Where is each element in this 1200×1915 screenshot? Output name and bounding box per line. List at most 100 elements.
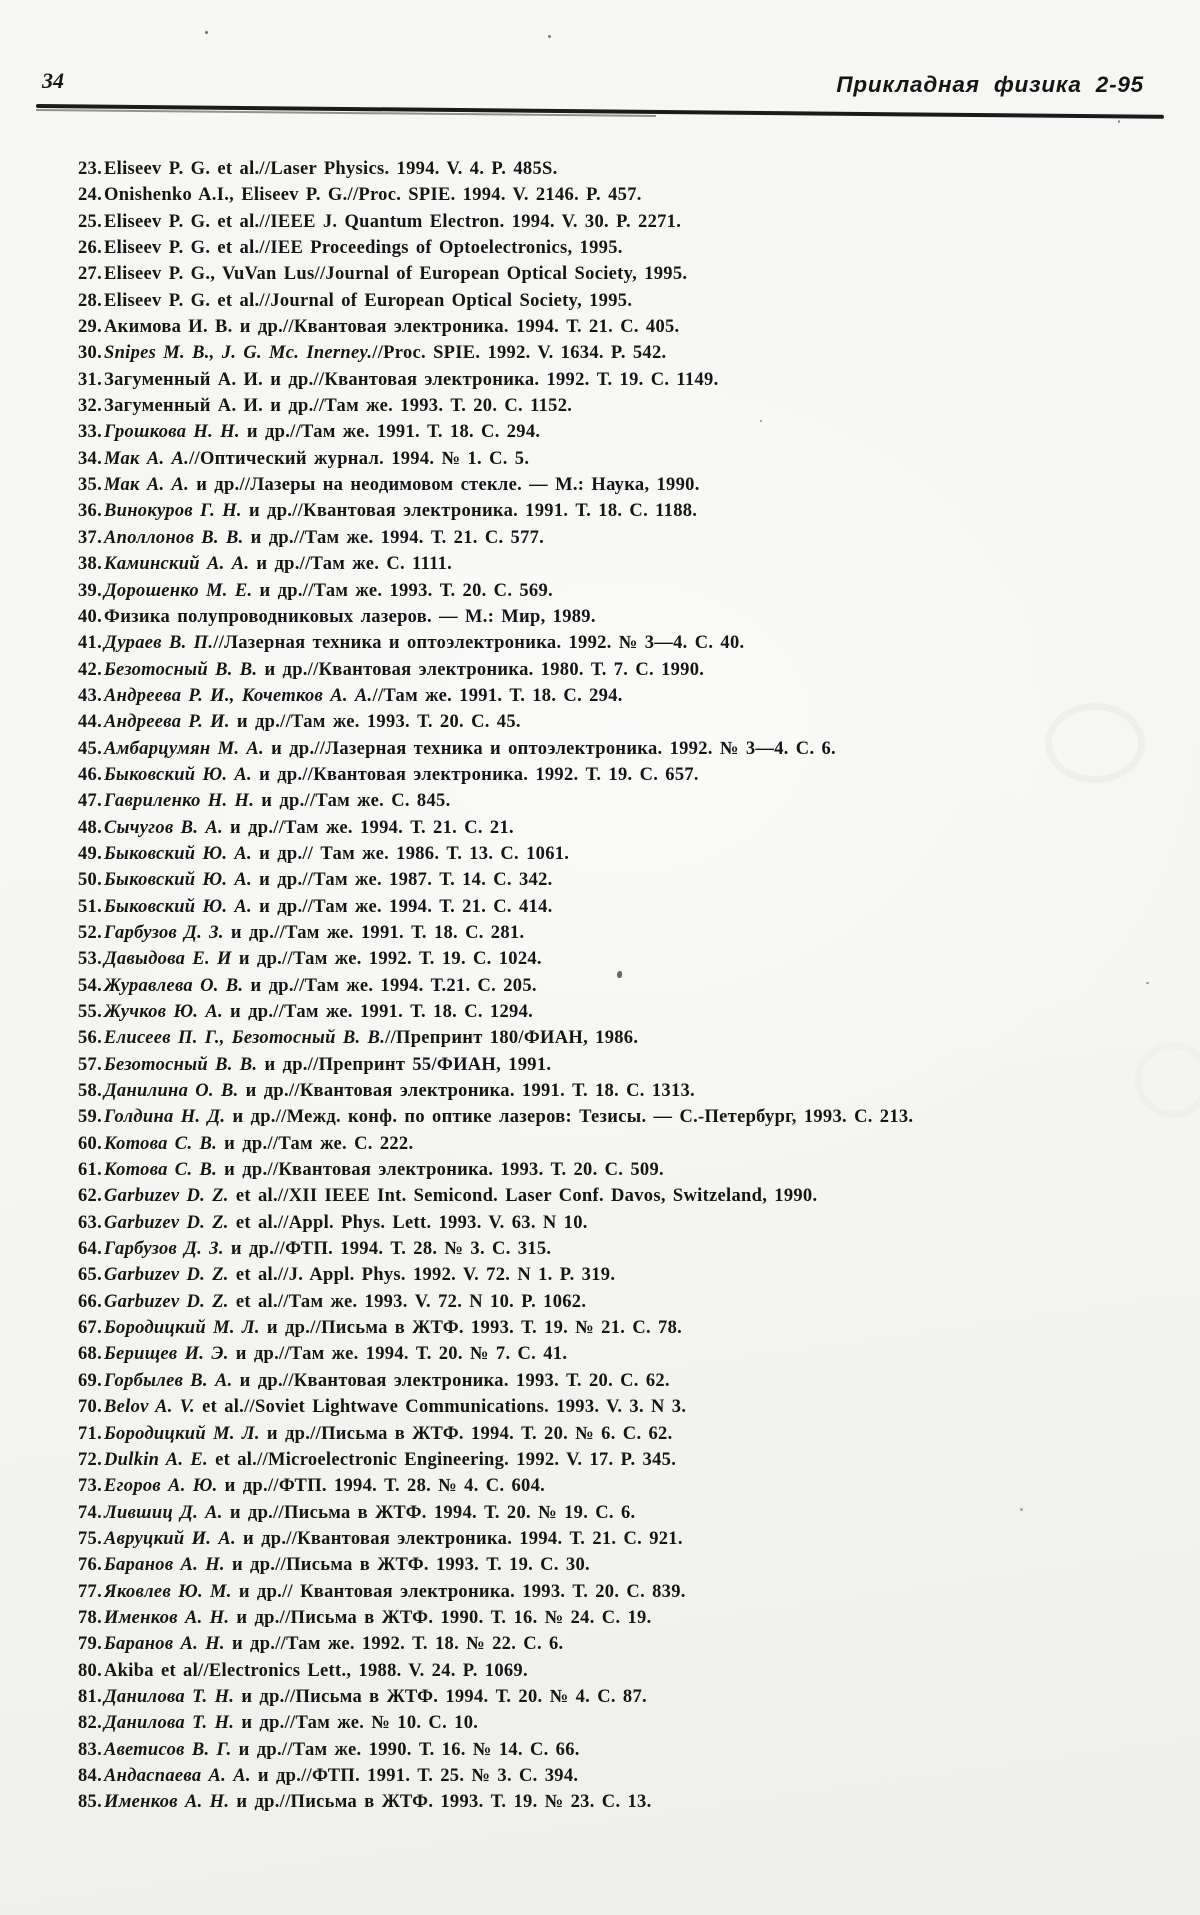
reference-text: et al.//XII IEEE Int. Semicond. Laser Co… <box>228 1186 818 1207</box>
reference-text: и др.//Там же. С. 1111. <box>249 554 453 575</box>
reference-text: et al.//Appl. Phys. Lett. 1993. V. 63. N… <box>228 1212 588 1233</box>
reference-number: 70. <box>78 1397 103 1418</box>
reference-number: 84. <box>78 1765 103 1786</box>
reference-author: Гавриленко Н. Н. <box>104 791 255 812</box>
reference-author: Akiba <box>104 1660 154 1681</box>
reference-text: и др.//Письма в ЖТФ. 1993. Т. 19. № 21. … <box>259 1318 683 1339</box>
reference-text: и др.// Квантовая электроника. 1993. Т. … <box>231 1581 686 1602</box>
reference-author: Безотосный В. В. <box>104 659 258 680</box>
reference-author: Берищев И. Э. <box>104 1344 229 1365</box>
reference-number: 85. <box>78 1792 103 1813</box>
reference-text: //Препринт 180/ФИАН, 1986. <box>385 1028 639 1049</box>
reference-text: //Proc. SPIE. 1994. V. 2146. P. 457. <box>347 185 642 206</box>
reference-text: //Journal of European Optical Society, 1… <box>314 264 688 285</box>
reference-text: и др.//Межд. конф. по оптике лазеров: Те… <box>225 1107 914 1128</box>
reference-item: 34. Мак А. А.//Оптический журнал. 1994. №… <box>78 446 1188 472</box>
reference-number: 82. <box>78 1713 103 1734</box>
reference-author: Бородицкий М. Л. <box>104 1423 260 1444</box>
reference-author: Eliseev P. G. <box>104 290 211 311</box>
reference-item: 45. Амбарцумян М. А. и др.//Лазерная техн… <box>78 736 1188 762</box>
reference-number: 78. <box>78 1607 103 1628</box>
reference-item: 25. Eliseev P. G. et al.//IEEE J. Quantum… <box>78 209 1188 235</box>
reference-item: 61. Котова С. В. и др.//Квантовая электро… <box>78 1157 1188 1183</box>
reference-author: Безотосный В. В. <box>104 1054 258 1075</box>
reference-number: 64. <box>78 1239 103 1260</box>
scan-speck <box>205 31 208 34</box>
reference-author: Сычугов В. А. <box>104 817 223 838</box>
reference-number: 52. <box>78 922 103 943</box>
reference-author: Грошкова Н. Н. <box>104 422 240 443</box>
reference-item: 76. Баранов А. Н. и др.//Письма в ЖТФ. 19… <box>78 1552 1188 1578</box>
reference-item: 32. Загуменный А. И. и др.//Там же. 1993.… <box>78 393 1188 419</box>
reference-author: Каминский А. А. <box>104 554 250 575</box>
reference-number: 56. <box>78 1028 103 1049</box>
scan-smudge <box>1045 703 1145 783</box>
reference-number: 59. <box>78 1107 103 1128</box>
reference-text: et al.//Там же. 1993. V. 72. N 10. P. 10… <box>228 1291 587 1312</box>
reference-text: и др.//Лазеры на неодимовом стекле. — М.… <box>189 475 700 496</box>
reference-text: и др.//Там же. 1993. Т. 20. С. 569. <box>252 580 553 601</box>
reference-author: Горбылев В. А. <box>104 1370 233 1391</box>
reference-text: и др.//Письма в ЖТФ. 1990. Т. 16. № 24. … <box>229 1607 652 1628</box>
reference-number: 39. <box>78 580 103 601</box>
reference-text: и др.//Квантовая электроника. 1993. Т. 2… <box>217 1160 664 1181</box>
reference-author: Eliseev P. G., VuVan Lus <box>104 264 315 285</box>
reference-text: et al.//IEE Proceedings of Optoelectroni… <box>210 238 623 259</box>
reference-author: Аветисов В. Г. <box>104 1739 232 1760</box>
reference-text: et al.//Laser Physics. 1994. V. 4. P. 48… <box>210 159 558 179</box>
reference-text: и др.//Препринт 55/ФИАН, 1991. <box>257 1054 552 1075</box>
reference-item: 74. Лившиц Д. А. и др.//Письма в ЖТФ. 199… <box>78 1500 1188 1526</box>
reference-number: 51. <box>78 896 103 917</box>
reference-number: 65. <box>78 1265 103 1286</box>
reference-number: 41. <box>78 633 103 654</box>
reference-number: 30. <box>78 343 103 364</box>
reference-text: и др.//Письма в ЖТФ. 1994. Т. 20. № 4. С… <box>234 1686 647 1707</box>
reference-text: et al.//Microelectronic Engineering. 199… <box>207 1449 677 1470</box>
reference-number: 58. <box>78 1081 103 1102</box>
reference-item: 80. Akiba et al//Electronics Lett., 1988.… <box>78 1658 1188 1684</box>
reference-text: и др.//Там же. 1991. Т. 18. С. 294. <box>239 422 541 443</box>
reference-author: Журавлева О. В. <box>104 975 244 996</box>
reference-item: 44. Андреева Р. И. и др.//Там же. 1993. Т… <box>78 709 1188 735</box>
reference-number: 25. <box>78 211 103 232</box>
reference-number: 62. <box>78 1186 103 1207</box>
reference-text: и др.//Там же. С. 845. <box>254 791 451 812</box>
reference-text: //Proc. SPIE. 1992. V. 1634. P. 542. <box>372 343 667 364</box>
reference-number: 34. <box>78 448 103 469</box>
reference-text: и др.//Там же. С. 222. <box>217 1133 414 1154</box>
reference-number: 28. <box>78 290 103 311</box>
reference-item: 28. Eliseev P. G. et al.//Journal of Euro… <box>78 288 1188 314</box>
reference-text: и др.//Там же. № 10. С. 10. <box>234 1713 479 1734</box>
reference-text: и др.//Квантовая электроника. 1991. Т. 1… <box>238 1081 695 1102</box>
reference-text: //Там же. 1991. Т. 18. С. 294. <box>372 685 623 706</box>
reference-number: 37. <box>78 527 103 548</box>
reference-text: и др.//Там же. 1990. Т. 16. № 14. С. 66. <box>231 1739 580 1760</box>
reference-text: et al.//J. Appl. Phys. 1992. V. 72. N 1.… <box>228 1265 616 1286</box>
reference-author: Давыдова Е. И <box>104 949 232 970</box>
reference-author: Бородицкий М. Л. <box>104 1318 260 1339</box>
reference-list: 23. Eliseev P. G. et al.//Laser Physics. … <box>78 156 1188 1816</box>
reference-text: и др.//ФТП. 1994. Т. 28. № 4. С. 604. <box>217 1476 546 1497</box>
reference-item: 79. Баранов А. Н. и др.//Там же. 1992. Т.… <box>78 1631 1188 1657</box>
reference-item: 81. Данилова Т. Н. и др.//Письма в ЖТФ. 1… <box>78 1684 1188 1710</box>
reference-item: 26. Eliseev P. G. et al.//IEE Proceedings… <box>78 235 1188 261</box>
scan-speck <box>617 971 622 978</box>
reference-author: Данилина О. В. <box>104 1081 239 1102</box>
reference-number: 44. <box>78 712 103 733</box>
reference-item: 52. Гарбузов Д. З. и др.//Там же. 1991. Т… <box>78 920 1188 946</box>
reference-item: 31. Загуменный А. И. и др.//Квантовая эле… <box>78 367 1188 393</box>
reference-item: 23. Eliseev P. G. et al.//Laser Physics. … <box>78 156 1188 182</box>
reference-author: Акимова И. В. <box>104 317 233 338</box>
reference-author: Андреева Р. И. <box>104 712 230 733</box>
reference-author: Garbuzev D. Z. <box>104 1186 229 1207</box>
reference-item: 67. Бородицкий М. Л. и др.//Письма в ЖТФ.… <box>78 1315 1188 1341</box>
reference-text: и др.//Квантовая электроника. 1992. Т. 1… <box>263 369 719 390</box>
reference-number: 40. <box>78 606 103 627</box>
reference-number: 57. <box>78 1054 103 1075</box>
reference-text: и др.//Письма в ЖТФ. 1993. Т. 19. С. 30. <box>224 1555 590 1576</box>
reference-author: Елисеев П. Г., Безотосный В. В. <box>104 1028 386 1049</box>
reference-author: Андаспаева А. А. <box>104 1765 251 1786</box>
reference-item: 40. Физика полупроводниковых лазеров. — М… <box>78 604 1188 630</box>
reference-text: et al//Electronics Lett., 1988. V. 24. P… <box>153 1660 528 1681</box>
